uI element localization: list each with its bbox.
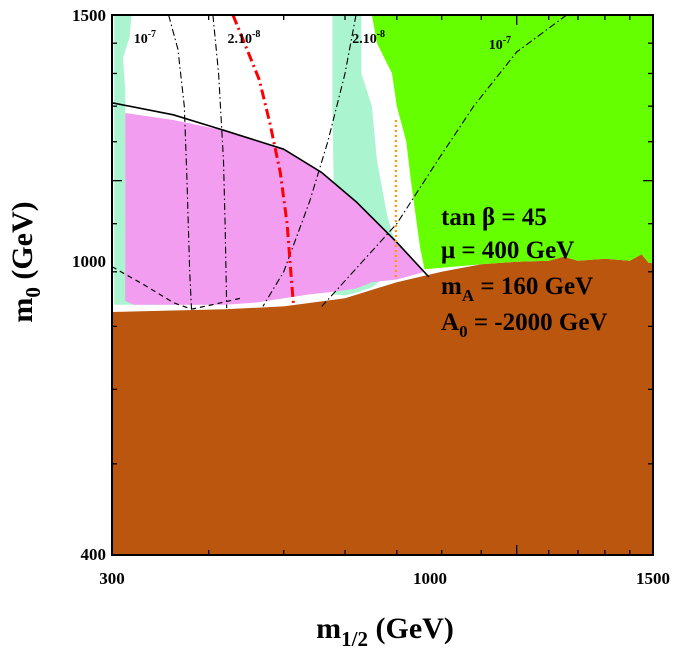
curve-black-dashed-lower: [112, 266, 241, 310]
region-green-region: [371, 15, 653, 270]
region-brown-excluded: [112, 254, 653, 555]
regions: [112, 15, 653, 555]
parameter-box: tan β = 45 μ = 400 GeV mA = 160 GeV A0 =…: [441, 204, 607, 341]
contour-label-3: 10-7: [489, 35, 511, 53]
curve-contour-2e-8-left: [212, 15, 228, 309]
x-axis-title: m1/2 (GeV): [316, 612, 454, 651]
x-tick-labels: 300 1000 1500: [99, 569, 670, 588]
curve-contour-1e-7-right: [321, 15, 567, 307]
region-pink-region: [125, 113, 425, 305]
curve-red-dashdot-contour: [231, 15, 296, 307]
y-tick-labels: 1500 1000 400: [72, 6, 106, 564]
contour-labels: 10-7 2.10-8 2.10-8 10-7: [134, 29, 511, 53]
axis-ticks: [111, 14, 654, 556]
y-tick-label-1500: 1500: [72, 6, 106, 25]
curve-contour-2e-8-right: [262, 15, 357, 307]
contour-label-0: 10-7: [134, 29, 156, 47]
y-tick-label-400: 400: [81, 545, 107, 564]
x-tick-label-1500: 1500: [636, 569, 670, 588]
plot-frame: [111, 14, 654, 556]
y-tick-label-1000: 1000: [72, 252, 106, 271]
x-tick-label-1000: 1000: [413, 569, 447, 588]
curve-contour-1e-7-left: [168, 15, 193, 310]
param-A0: A0 = -2000 GeV: [441, 309, 607, 341]
curve-black-solid-boundary: [112, 102, 430, 278]
contour-curves: [112, 15, 567, 310]
param-mA: mA = 160 GeV: [441, 273, 593, 305]
contour-label-2: 2.10-8: [352, 29, 385, 47]
param-tan-beta: tan β = 45: [441, 204, 547, 231]
x-tick-label-300: 300: [99, 569, 125, 588]
param-mu: μ = 400 GeV: [441, 237, 574, 264]
y-axis-title: m0 (GeV): [6, 201, 45, 322]
contour-label-1: 2.10-8: [228, 29, 261, 47]
